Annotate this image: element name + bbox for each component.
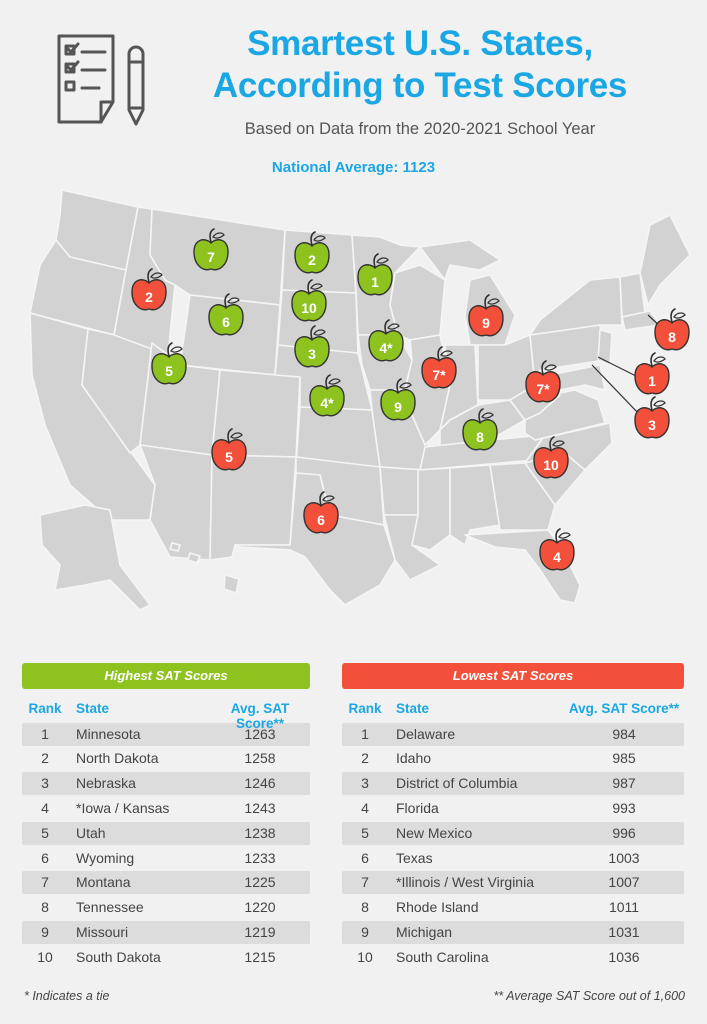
lowest-table-title: Lowest SAT Scores — [342, 663, 684, 689]
svg-text:10: 10 — [301, 300, 317, 316]
table-row: 2 North Dakota 1258 — [41, 750, 276, 767]
score-header: Avg. SAT Score** — [230, 701, 290, 731]
score-header: Avg. SAT Score** — [568, 701, 680, 716]
marker-florida: 4 — [539, 528, 575, 571]
marker-kansas: 4* — [309, 374, 345, 417]
table-row: 8 Rhode Island 1011 — [361, 899, 640, 916]
svg-text:5: 5 — [165, 363, 173, 379]
marker-texas: 6 — [303, 491, 339, 534]
svg-text:7*: 7* — [432, 367, 446, 383]
marker-missouri: 9 — [380, 378, 416, 421]
table-row: 6 Texas 1003 — [361, 849, 640, 866]
table-row: 10 South Dakota 1215 — [37, 948, 276, 965]
table-row: 4 *Iowa / Kansas 1243 — [41, 799, 276, 816]
table-row: 1 Delaware 984 — [342, 722, 684, 746]
svg-text:4*: 4* — [320, 395, 334, 411]
svg-text:3: 3 — [308, 346, 316, 362]
svg-text:2: 2 — [145, 289, 153, 305]
checklist-pencil-icon — [57, 34, 145, 126]
marker-south-carolina: 10 — [533, 436, 569, 479]
marker-nebraska: 3 — [294, 325, 330, 368]
marker-utah: 5 — [151, 342, 187, 385]
table-row: 4 Florida 993 — [361, 799, 636, 816]
svg-text:3: 3 — [648, 417, 656, 433]
national-average: National Average: 1123 — [271, 159, 436, 176]
state-header: State — [76, 701, 110, 716]
svg-text:8: 8 — [668, 329, 676, 345]
table-row: 10 South Carolina 1036 — [357, 948, 640, 965]
table-row: 5 New Mexico 996 — [342, 821, 684, 845]
lowest-table-header: Rank State Avg. SAT Score** — [342, 701, 684, 721]
table-row: 1 Minnesota 1263 — [22, 722, 310, 746]
svg-text:7: 7 — [207, 249, 215, 265]
highest-table-header: Rank State Avg. SAT Score** — [22, 701, 310, 731]
table-row: 5 Utah 1238 — [22, 821, 310, 845]
svg-text:2: 2 — [308, 252, 316, 268]
svg-text:9: 9 — [482, 315, 490, 331]
lowest-sat-table: Lowest SAT Scores Rank State Avg. SAT Sc… — [342, 663, 684, 969]
marker-iowa: 4* — [368, 319, 404, 362]
svg-text:1: 1 — [371, 274, 379, 290]
state-header: State — [396, 701, 430, 716]
marker-michigan: 9 — [468, 294, 504, 337]
highest-sat-table: Highest SAT Scores Rank State Avg. SAT S… — [22, 663, 310, 969]
marker-delaware: 1 — [634, 352, 670, 395]
svg-text:9: 9 — [394, 399, 402, 415]
svg-text:6: 6 — [317, 512, 325, 528]
table-row: 9 Missouri 1219 — [22, 920, 310, 945]
marker-north-dakota: 2 — [294, 231, 330, 274]
marker-west-virginia: 7* — [525, 360, 561, 403]
rank-header: Rank — [28, 701, 62, 716]
table-row: 2 Idaho 985 — [361, 750, 636, 767]
svg-text:6: 6 — [222, 314, 230, 330]
page-title-line-1: Smartest U.S. States, — [247, 24, 593, 63]
svg-text:1: 1 — [648, 373, 656, 389]
page-title-line-2: According to Test Scores — [212, 66, 628, 105]
table-row: 8 Tennessee 1220 — [41, 899, 276, 916]
table-row: 3 Nebraska 1246 — [22, 772, 310, 796]
marker-montana: 7 — [193, 228, 229, 271]
page-subtitle: Based on Data from the 2020-2021 School … — [244, 120, 596, 138]
svg-text:8: 8 — [476, 429, 484, 445]
table-row: 6 Wyoming 1233 — [41, 849, 276, 866]
marker-dc: 3 — [634, 396, 670, 439]
marker-tennessee: 8 — [462, 408, 498, 451]
svg-text:5: 5 — [225, 449, 233, 465]
svg-text:4: 4 — [553, 549, 561, 565]
table-row: 7 *Illinois / West Virginia 1007 — [342, 871, 684, 895]
marker-illinois: 7* — [421, 346, 457, 389]
footnote-sat-scale: ** Average SAT Score out of 1,600 — [493, 989, 685, 1003]
svg-text:10: 10 — [543, 457, 559, 473]
rank-header: Rank — [348, 701, 382, 716]
marker-minnesota: 1 — [357, 253, 393, 296]
marker-idaho: 2 — [131, 268, 167, 311]
svg-text:7*: 7* — [536, 381, 550, 397]
marker-wyoming: 6 — [208, 293, 244, 336]
table-row: 3 District of Columbia 987 — [342, 772, 684, 796]
marker-rhode-island: 8 — [654, 308, 690, 351]
marker-new-mexico: 5 — [211, 428, 247, 471]
table-row: 9 Michigan 1031 — [342, 920, 684, 945]
us-map: 7 2 2 1 6 10 5 3 4* 4* 9 8 5 6 9 7* 7* 1… — [29, 189, 691, 611]
table-row: 7 Montana 1225 — [22, 871, 310, 895]
marker-south-dakota: 10 — [291, 279, 327, 322]
svg-text:4*: 4* — [379, 340, 393, 356]
highest-table-title: Highest SAT Scores — [22, 663, 310, 689]
footnote-tie: * Indicates a tie — [24, 989, 110, 1003]
